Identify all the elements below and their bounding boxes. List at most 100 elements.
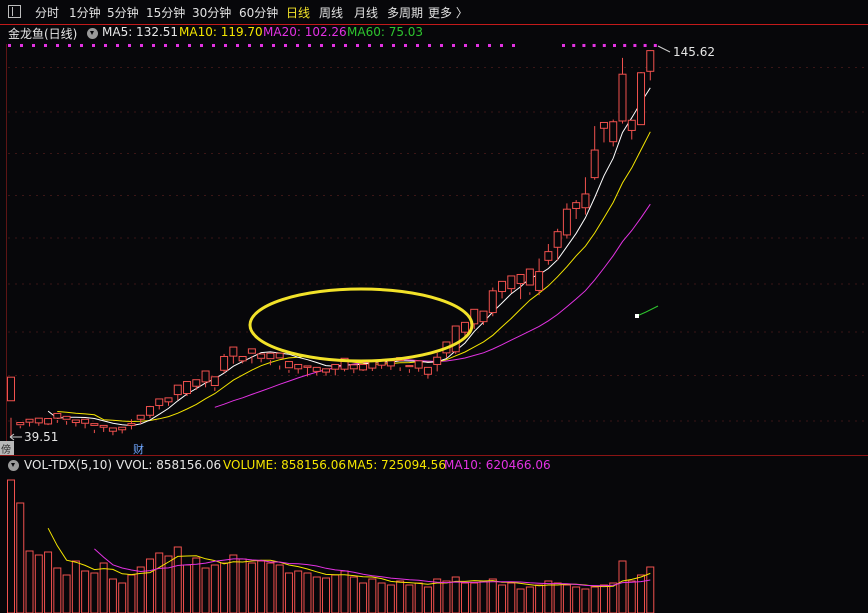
volume-bar-up	[405, 584, 414, 613]
volume-chart[interactable]	[0, 472, 868, 613]
marker-dot	[260, 44, 263, 47]
volume-bar-up	[590, 586, 599, 613]
ma60-line	[636, 305, 659, 317]
candle-up	[637, 72, 646, 126]
volume-bar-up	[229, 554, 238, 613]
candle-up	[183, 381, 192, 394]
candle-up	[581, 193, 590, 209]
volume-bar-up	[340, 570, 349, 613]
tab-period-3[interactable]: 15分钟	[146, 6, 186, 20]
tab-period-6[interactable]: 日线	[286, 6, 311, 20]
candle-up	[488, 290, 497, 314]
candle-up	[609, 121, 618, 143]
tab-period-10[interactable]: 更多 〉	[428, 6, 468, 20]
candle-up	[386, 360, 395, 367]
marker-dot	[8, 44, 11, 47]
candle-up	[433, 356, 442, 365]
marker-dot	[104, 44, 107, 47]
candle-up	[118, 426, 127, 431]
edge-marker-text: 傍	[1, 443, 11, 456]
volume-dropdown-icon[interactable]	[8, 460, 19, 471]
ma20-label: MA20: 102.26	[263, 25, 347, 39]
sidebar-toggle-icon[interactable]	[8, 5, 21, 18]
dropdown-circle-icon[interactable]	[87, 28, 98, 39]
marker-dot	[572, 44, 576, 47]
candle-up	[599, 121, 608, 129]
volume-ma10-label: MA10: 620466.06	[444, 458, 551, 472]
volume-bar-up	[331, 574, 340, 613]
candle-up	[423, 366, 432, 375]
tab-period-7[interactable]: 周线	[319, 6, 344, 20]
volume-bar-up	[414, 582, 423, 613]
volume-bar-up	[423, 586, 432, 613]
marker-dot	[512, 44, 515, 47]
marker-dot	[392, 44, 395, 47]
volume-bar-up	[108, 578, 117, 613]
vvol-label: VVOL: 858156.06	[116, 458, 222, 472]
candle-up	[173, 384, 182, 396]
volume-bar-up	[312, 576, 321, 613]
marker-dot	[613, 44, 616, 47]
panel-divider	[0, 455, 868, 456]
marker-dot	[356, 44, 359, 47]
marker-dot	[116, 44, 119, 47]
low-price-label: 39.51	[24, 430, 58, 444]
edge-badge	[0, 441, 14, 455]
candle-up	[145, 406, 154, 416]
tab-period-0[interactable]: 分时	[35, 6, 60, 20]
marker-dot	[440, 44, 443, 47]
candle-up	[312, 366, 321, 372]
volume-bar-up	[136, 566, 145, 613]
tab-period-8[interactable]: 月线	[354, 6, 379, 20]
candle-up	[590, 149, 599, 179]
ma60-label: MA60: 75.03	[347, 25, 424, 39]
ma5-line	[47, 87, 651, 427]
tab-period-1[interactable]: 1分钟	[69, 6, 101, 20]
tab-period-5[interactable]: 60分钟	[239, 6, 279, 20]
stock-name[interactable]: 金龙鱼(日线)	[8, 27, 78, 41]
marker-dot	[633, 44, 637, 47]
tab-period-9[interactable]: 多周期	[387, 6, 424, 20]
marker-dot	[140, 44, 143, 47]
marker-dot	[653, 44, 657, 47]
ma5-label: MA5: 132.51	[102, 25, 179, 39]
period-toolbar: 分时 1分钟 5分钟 15分钟 30分钟 60分钟 日线 周线 月线 多周期 更多 〉	[0, 0, 868, 24]
volume-bar-up	[127, 574, 136, 613]
volume-label: VOLUME: 858156.06	[223, 458, 346, 472]
candle-up	[44, 418, 53, 425]
candle-up	[53, 412, 62, 419]
volume-bar-up	[637, 574, 646, 613]
volume-bar-up	[34, 554, 43, 613]
volume-bar-up	[479, 580, 488, 613]
volume-bar-up	[451, 576, 460, 613]
candle-up	[155, 398, 164, 406]
tab-period-2[interactable]: 5分钟	[107, 6, 139, 20]
marker-dot	[452, 44, 455, 47]
candle-up	[34, 417, 43, 424]
marker-dot	[200, 44, 203, 47]
marker-dot	[404, 44, 407, 47]
candle-up	[238, 355, 247, 362]
marker-dot	[380, 44, 383, 47]
marker-dot	[44, 44, 47, 47]
volume-ma5-label: MA5: 725094.56	[347, 458, 446, 472]
low-pointer	[9, 433, 22, 441]
candle-up	[414, 360, 423, 369]
candle-up	[136, 414, 145, 420]
volume-bar-up	[118, 582, 127, 613]
volume-bar-up	[618, 560, 627, 613]
marker-dot	[428, 44, 431, 47]
volume-bar-up	[442, 580, 451, 613]
price-chart[interactable]: 145.62 39.51 财 傍	[0, 44, 868, 456]
tab-period-4[interactable]: 30分钟	[192, 6, 232, 20]
ma10-label: MA10: 119.70	[179, 25, 263, 39]
volume-bar-up	[488, 578, 497, 613]
candle-up	[535, 271, 544, 291]
volume-bar-up	[247, 562, 256, 613]
volume-ma5-line	[47, 527, 651, 588]
volume-indicator-name[interactable]: VOL-TDX(5,10)	[24, 458, 113, 472]
marker-dot	[320, 44, 323, 47]
marker-dot	[416, 44, 419, 47]
marker-dot	[236, 44, 239, 47]
volume-bar-up	[572, 586, 581, 613]
